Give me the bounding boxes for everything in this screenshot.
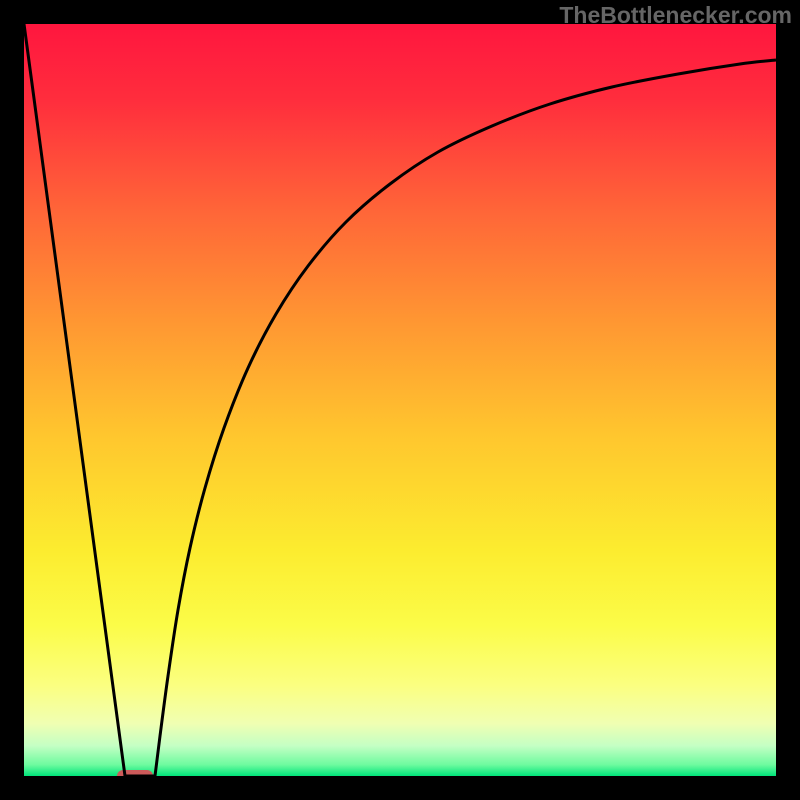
bottleneck-chart: TheBottlenecker.com — [0, 0, 800, 800]
watermark-text: TheBottlenecker.com — [559, 2, 792, 29]
chart-border — [0, 0, 24, 800]
chart-border — [776, 0, 800, 800]
chart-svg — [0, 0, 800, 800]
chart-border — [0, 776, 800, 800]
gradient-background — [24, 24, 776, 776]
